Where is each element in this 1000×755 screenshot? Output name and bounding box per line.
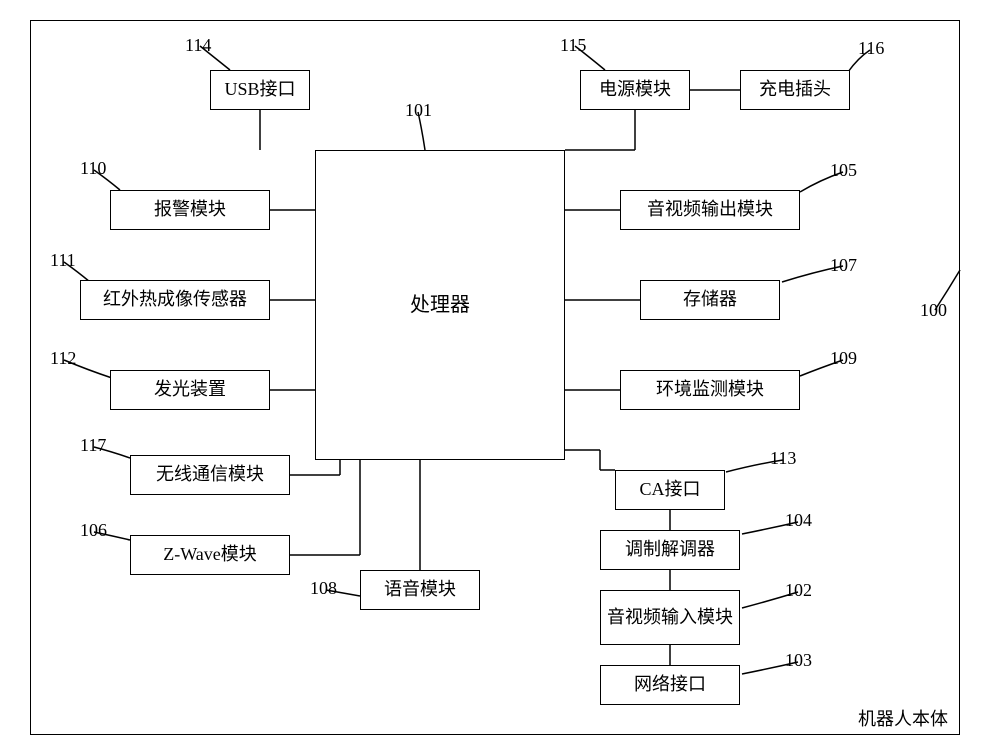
ref-avout: 105	[830, 160, 857, 181]
voice-node: 语音模块	[360, 570, 480, 610]
net-label: 网络接口	[634, 674, 706, 696]
ref-core: 101	[405, 100, 432, 121]
modem-node: 调制解调器	[600, 530, 740, 570]
light-node: 发光装置	[110, 370, 270, 410]
wireless-node: 无线通信模块	[130, 455, 290, 495]
ref-light: 112	[50, 348, 76, 369]
light-label: 发光装置	[154, 379, 226, 401]
ir-label: 红外热成像传感器	[103, 289, 247, 311]
ca-label: CA接口	[639, 479, 700, 501]
ref-storage: 107	[830, 255, 857, 276]
processor-node: 处理器	[315, 150, 565, 460]
power-node: 电源模块	[580, 70, 690, 110]
usb-label: USB接口	[224, 79, 295, 101]
avout-node: 音视频输出模块	[620, 190, 800, 230]
plug-label: 充电插头	[759, 79, 831, 101]
net-node: 网络接口	[600, 665, 740, 705]
ref-wireless: 117	[80, 435, 106, 456]
env-label: 环境监测模块	[656, 379, 764, 401]
ref-alarm: 110	[80, 158, 106, 179]
ref-ca: 113	[770, 448, 796, 469]
ir-node: 红外热成像传感器	[80, 280, 270, 320]
plug-node: 充电插头	[740, 70, 850, 110]
wireless-label: 无线通信模块	[156, 464, 264, 486]
diagram-canvas: USB接口 电源模块 充电插头报警模块红外热成像传感器发光装置无线通信模块 Z-Wav…	[0, 0, 1000, 755]
ref-outer: 100	[920, 300, 947, 321]
processor-label: 处理器	[410, 293, 470, 317]
ref-modem: 104	[785, 510, 812, 531]
modem-label: 调制解调器	[625, 539, 715, 561]
storage-label: 存储器	[683, 289, 737, 311]
usb-node: USB接口	[210, 70, 310, 110]
zwave-label: Z-Wave模块	[163, 544, 257, 566]
storage-node: 存储器	[640, 280, 780, 320]
env-node: 环境监测模块	[620, 370, 800, 410]
voice-label: 语音模块	[384, 579, 456, 601]
avout-label: 音视频输出模块	[647, 199, 773, 221]
avin-label: 音视频输入模块	[607, 607, 733, 629]
ref-ir: 111	[50, 250, 76, 271]
ref-avin: 102	[785, 580, 812, 601]
ref-voice: 108	[310, 578, 337, 599]
ref-zwave: 106	[80, 520, 107, 541]
alarm-node: 报警模块	[110, 190, 270, 230]
ref-env: 109	[830, 348, 857, 369]
alarm-label: 报警模块	[154, 199, 226, 221]
power-label: 电源模块	[599, 79, 671, 101]
robot-body-title: 机器人本体	[858, 705, 948, 731]
ca-node: CA接口	[615, 470, 725, 510]
ref-usb: 114	[185, 35, 211, 56]
zwave-node: Z-Wave模块	[130, 535, 290, 575]
robot-body-title-text: 机器人本体	[858, 709, 948, 729]
ref-power: 115	[560, 35, 586, 56]
avin-node: 音视频输入模块	[600, 590, 740, 645]
ref-net: 103	[785, 650, 812, 671]
ref-plug: 116	[858, 38, 884, 59]
